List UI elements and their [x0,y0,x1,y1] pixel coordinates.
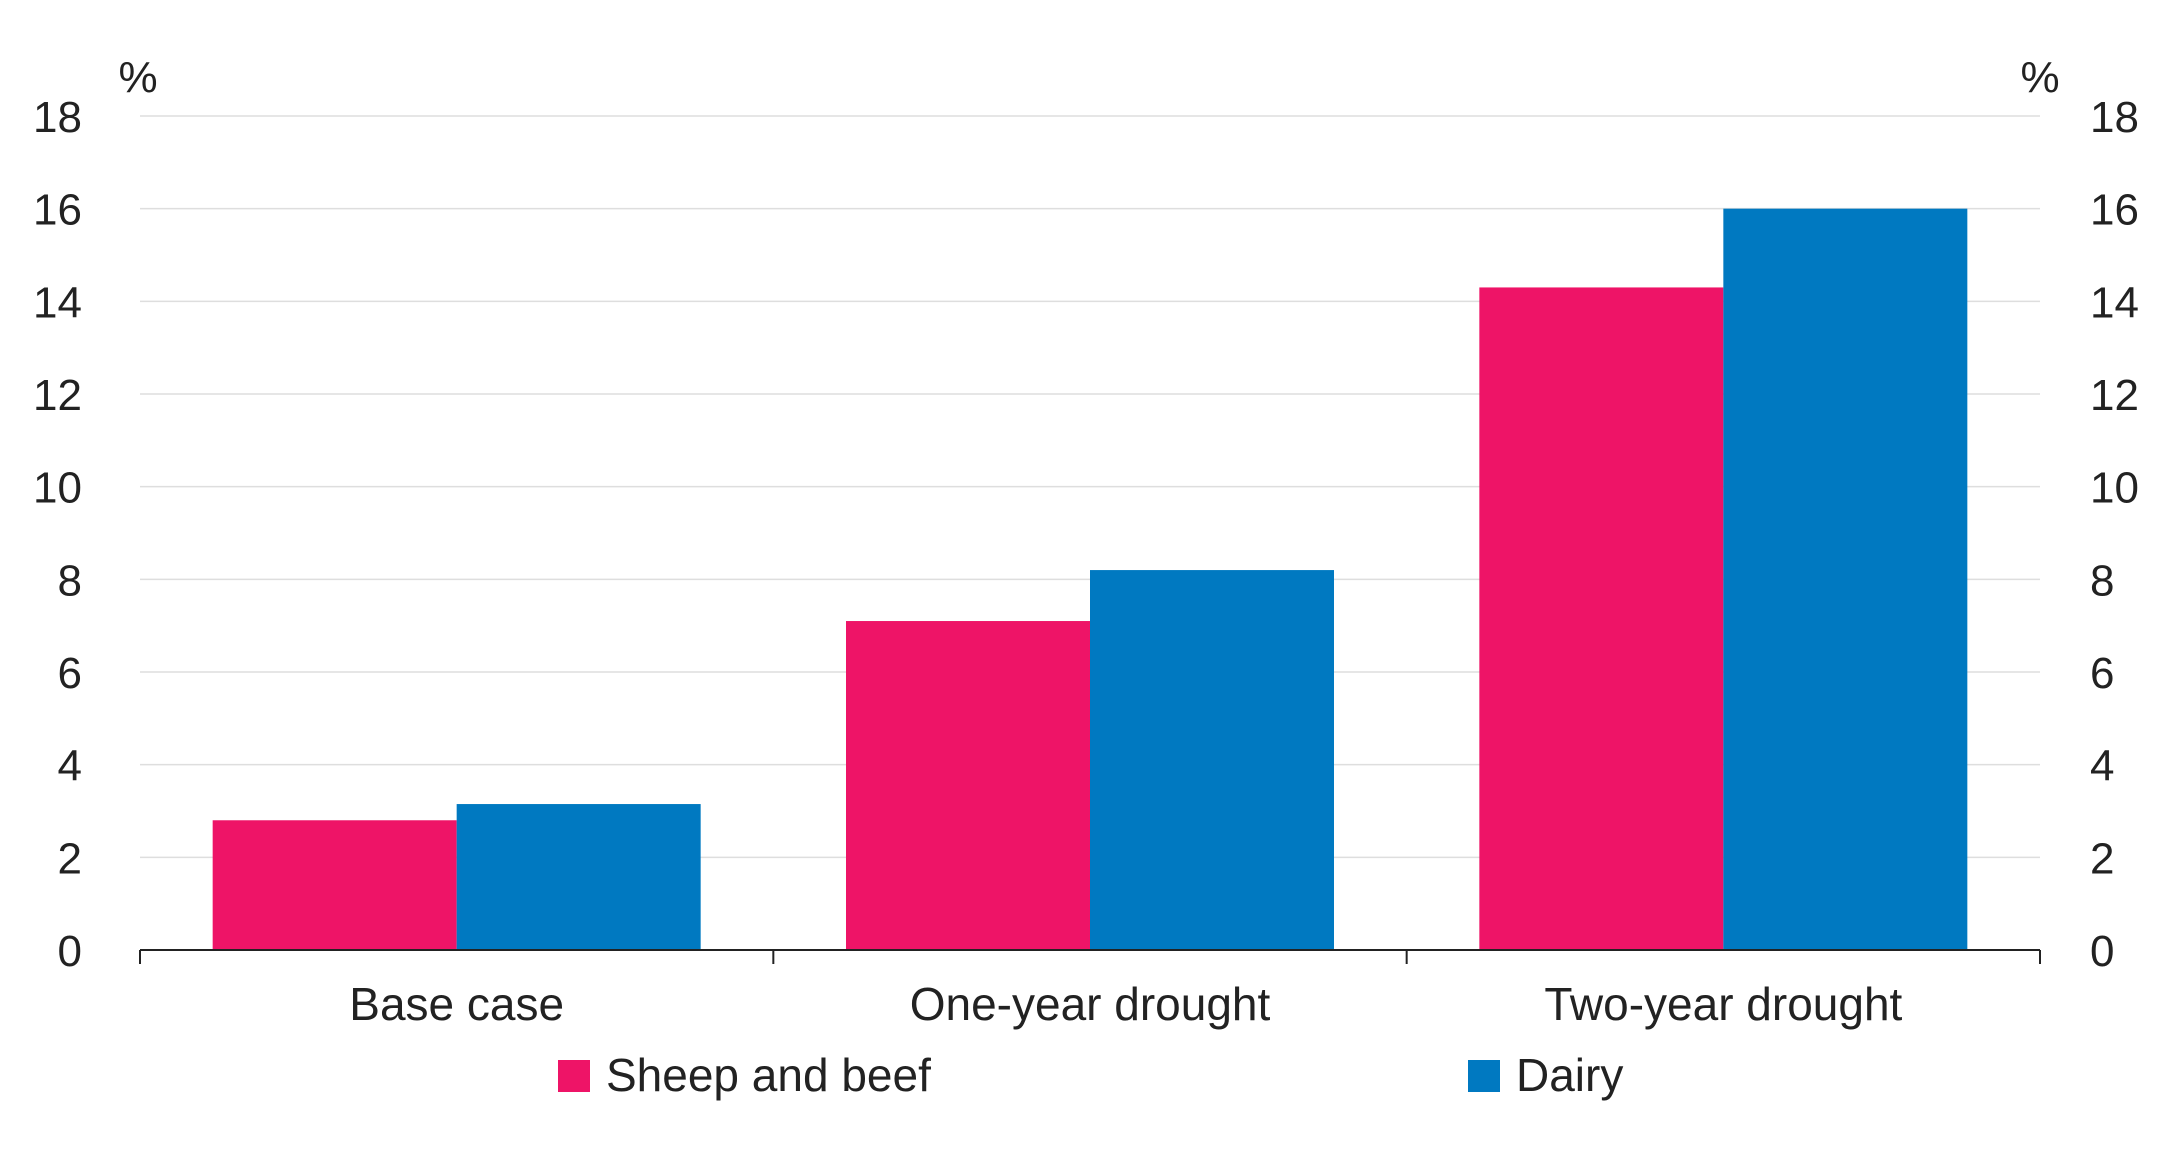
right-axis-unit: % [2020,53,2059,102]
legend-swatch [558,1060,590,1092]
bars [212,208,1968,950]
bar-sheep-and-beef [846,621,1090,950]
axes [139,949,2041,964]
category-labels: Base case One-year drought Two-year drough… [349,978,1902,1030]
y-tick-label-right: 0 [2090,927,2114,976]
y-tick-label-left: 14 [33,278,82,327]
y-tick-label-left: 8 [58,556,82,605]
category-label: One-year drought [910,978,1271,1030]
bar-sheep-and-beef [1479,287,1724,950]
legend-label: Dairy [1516,1049,1623,1101]
y-tick-label-right: 16 [2090,186,2139,235]
y-tick-label-left: 2 [58,834,82,883]
bar-dairy [1723,208,1968,950]
bar-dairy [456,804,701,950]
gridlines [140,115,2040,859]
legend-swatch [1468,1060,1500,1092]
category-label: Base case [349,978,564,1030]
y-tick-label-right: 12 [2090,371,2139,420]
left-axis-unit: % [118,53,157,102]
y-tick-label-left: 4 [58,742,82,791]
y-tick-label-left: 18 [33,93,82,142]
left-axis-tick-labels: 0 2 4 6 8 10 12 14 16 18 [33,93,82,976]
y-tick-label-left: 12 [33,371,82,420]
y-tick-label-right: 14 [2090,278,2139,327]
category-label: Two-year drought [1544,978,1902,1030]
legend-label: Sheep and beef [606,1049,931,1101]
legend: Sheep and beef Dairy [558,1049,1623,1101]
y-tick-label-left: 10 [33,464,82,513]
bar-dairy [1090,570,1334,950]
y-tick-label-right: 6 [2090,649,2114,698]
y-tick-label-left: 16 [33,186,82,235]
y-tick-label-right: 2 [2090,834,2114,883]
bar-sheep-and-beef [212,820,457,950]
y-tick-label-right: 18 [2090,93,2139,142]
y-tick-label-right: 8 [2090,556,2114,605]
y-tick-label-left: 0 [58,927,82,976]
y-tick-label-right: 4 [2090,742,2114,791]
y-tick-label-left: 6 [58,649,82,698]
right-axis-tick-labels: 0 2 4 6 8 10 12 14 16 18 [2090,93,2139,976]
y-tick-label-right: 10 [2090,464,2139,513]
